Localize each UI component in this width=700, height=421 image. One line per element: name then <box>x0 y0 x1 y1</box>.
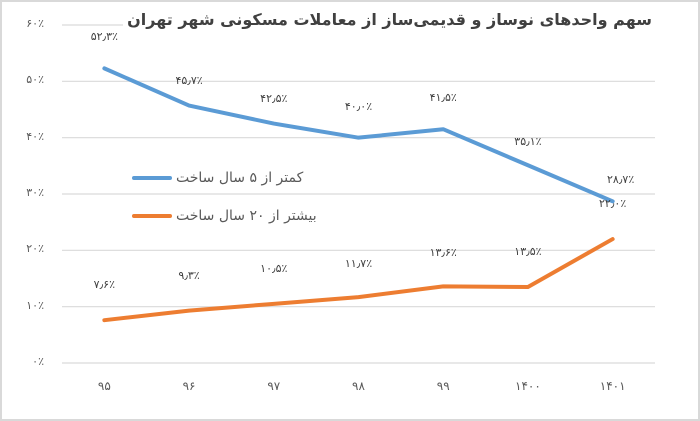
x-tick-label: ۱۴۰۰ <box>515 379 541 393</box>
legend-label-old: بیشتر از ۲۰ سال ساخت <box>176 208 317 224</box>
y-tick-label: ۵۰٪ <box>26 73 44 87</box>
series-line-new <box>102 66 615 204</box>
legend-label-new: کمتر از ۵ سال ساخت <box>176 170 304 186</box>
x-tick-label: ۹۷ <box>267 379 281 393</box>
data-label-old: ۷٫۶٪ <box>93 278 115 292</box>
data-label-old: ۹٫۳٪ <box>178 268 200 282</box>
data-label-new: ۴۵٫۷٪ <box>175 73 203 87</box>
x-tick-label: ۹۶ <box>182 379 196 393</box>
series-line-old <box>102 237 615 323</box>
legend-item-new: کمتر از ۵ سال ساخت <box>132 170 303 186</box>
data-label-new: ۴۰٫۰٪ <box>344 99 373 113</box>
legend-swatch-orange <box>132 214 172 218</box>
legend-swatch-blue <box>132 176 172 180</box>
data-label-new: ۳۵٫۱٪ <box>514 135 542 149</box>
data-label-new: ۵۲٫۳٪ <box>90 30 118 44</box>
data-label-old: ۲۲٫۰٪ <box>599 197 627 211</box>
x-tick-label: ۹۸ <box>352 379 365 393</box>
x-tick-label: ۱۴۰۱ <box>599 379 626 393</box>
y-tick-label: ۳۰٪ <box>26 186 44 199</box>
data-label-old: ۱۰٫۵٪ <box>260 261 288 275</box>
data-label-old: ۱۱٫۷٪ <box>344 257 373 271</box>
y-tick-label: ۲۰٪ <box>26 242 44 256</box>
data-label-new: ۴۱٫۵٪ <box>429 91 457 105</box>
data-label-new: ۴۲٫۵٪ <box>260 91 288 105</box>
y-tick-label: ۴۰٪ <box>26 129 44 143</box>
y-tick-label: ۰٪ <box>32 355 44 368</box>
y-tick-label: ۶۰٪ <box>26 17 44 30</box>
chart-title: سهم واحدهای نوساز و قدیمی‌ساز از معاملات… <box>123 10 656 29</box>
x-tick-label: ۹۹ <box>436 379 450 393</box>
data-label-new: ۲۸٫۷٪ <box>607 173 635 187</box>
legend-item-old: بیشتر از ۲۰ سال ساخت <box>132 208 317 224</box>
y-tick-label: ۱۰٪ <box>26 298 44 312</box>
data-label-old: ۱۳٫۶٪ <box>429 246 457 260</box>
x-tick-label: ۹۵ <box>97 379 111 393</box>
data-label-old: ۱۳٫۵٪ <box>514 244 542 258</box>
